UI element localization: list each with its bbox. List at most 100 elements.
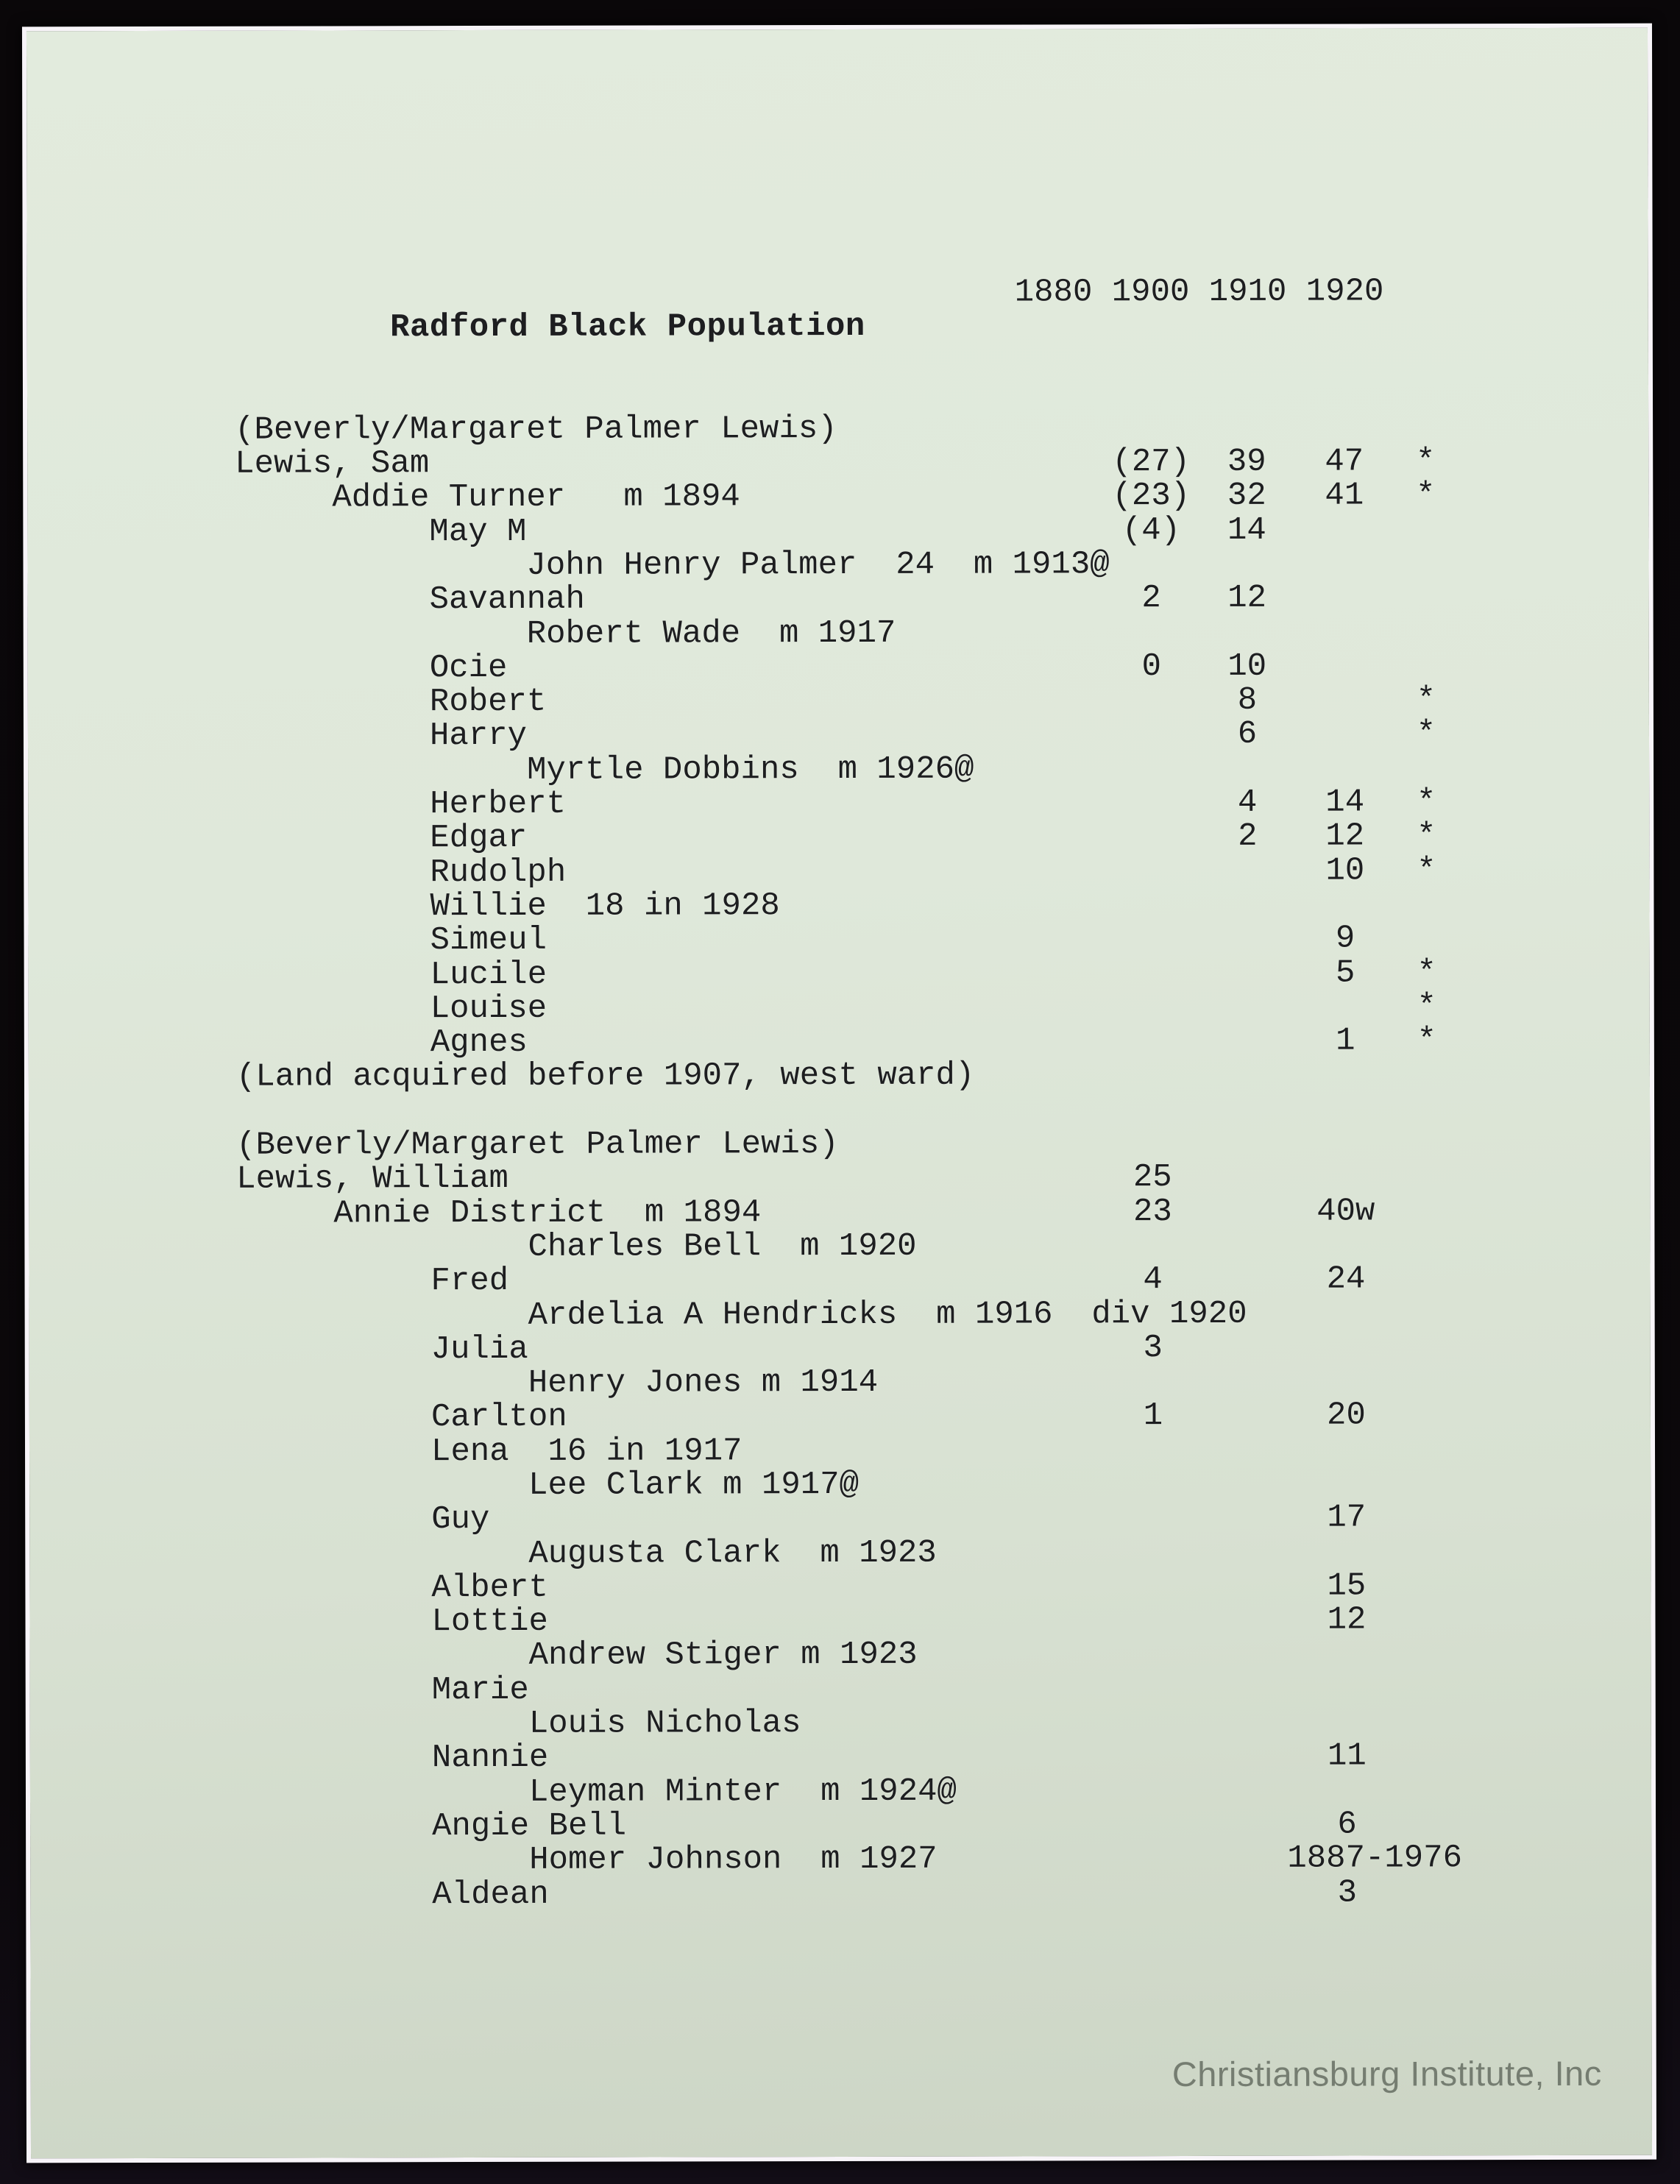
line-text: Homer Johnson m 1927 <box>529 1840 938 1879</box>
census-value: 4 <box>1143 1261 1163 1299</box>
document-line: Lena 16 in 1917 <box>237 1432 1635 1470</box>
line-text: (Land acquired before 1907, west ward) <box>235 1057 975 1096</box>
census-value: * <box>1417 818 1436 855</box>
document-line: Edgar 2 12 * <box>235 818 1634 857</box>
line-text: Lewis, William <box>236 1160 508 1199</box>
census-value: 2 <box>1141 580 1161 617</box>
line-text: Lena 16 in 1917 <box>430 1432 742 1470</box>
line-text: Myrtle Dobbins m 1926@ <box>527 751 974 789</box>
census-value: * <box>1416 784 1436 821</box>
document-line: Marie <box>238 1671 1636 1709</box>
census-value: 39 <box>1227 443 1266 481</box>
line-text: Annie District m 1894 <box>333 1194 762 1233</box>
census-value: 4 <box>1237 784 1258 821</box>
document-header-row: Radford Black Population 1880 1900 1910 … <box>235 273 1633 346</box>
page-title: Radford Black Population <box>390 308 865 347</box>
document-line: Annie District m 1894 23 40w <box>236 1193 1634 1233</box>
document-line: Lewis, William 25 <box>236 1159 1634 1199</box>
document-line: Ardelia A Hendricks m 1916 div 1920 <box>237 1295 1635 1333</box>
census-value: 1 <box>1143 1397 1163 1435</box>
line-text: Andrew Stiger m 1923 <box>528 1637 918 1675</box>
document-line: Lucile 5 * <box>236 954 1634 993</box>
census-value: 10 <box>1325 852 1365 890</box>
document-line: Addie Turner m 1894 (23) 32 41 * <box>235 477 1633 517</box>
document-line: Andrew Stiger m 1923 <box>238 1637 1636 1675</box>
document-line: Robert 8 * <box>235 681 1634 720</box>
blank-line <box>235 376 1633 413</box>
document-line: Savannah 2 12 <box>235 580 1634 619</box>
line-text: Carlton <box>430 1399 567 1436</box>
census-value: * <box>1417 988 1437 1026</box>
document-line: Rudolph 10 * <box>235 851 1634 891</box>
census-value: 17 <box>1327 1499 1367 1536</box>
line-text: Aldean <box>432 1876 549 1913</box>
document-line: Homer Johnson m 1927 1887-1976 <box>238 1840 1636 1879</box>
line-text: Lee Clark m 1917@ <box>528 1466 860 1504</box>
line-text: Agnes <box>430 1024 528 1062</box>
census-value: * <box>1417 851 1436 889</box>
census-value: 47 <box>1325 443 1364 481</box>
document-line: Lee Clark m 1917@ <box>237 1466 1635 1504</box>
line-text: Charles Bell m 1920 <box>528 1227 917 1266</box>
document-line: Angie Bell 6 <box>238 1806 1636 1846</box>
census-value: 23 <box>1133 1193 1172 1230</box>
document-line: Julia 3 <box>237 1329 1635 1368</box>
census-value: 14 <box>1325 784 1365 821</box>
line-text: Angie Bell <box>432 1807 627 1846</box>
document-line: (Beverly/Margaret Palmer Lewis) <box>236 1126 1634 1164</box>
census-value: 3 <box>1143 1329 1163 1366</box>
document-line: John Henry Palmer 24 m 1913@ <box>235 546 1633 584</box>
document-lines: (Beverly/Margaret Palmer Lewis) Lewis, Sa… <box>235 376 1636 1913</box>
document-line: Guy 17 <box>237 1499 1635 1539</box>
census-value: 41 <box>1325 477 1364 514</box>
line-text: Louis Nicholas <box>528 1705 801 1742</box>
census-value: * <box>1417 954 1436 991</box>
census-value: (27) <box>1112 444 1191 481</box>
document-line: Charles Bell m 1920 <box>236 1227 1634 1266</box>
document-line: (Land acquired before 1907, west ward) <box>235 1057 1634 1096</box>
census-value: * <box>1416 477 1436 514</box>
census-value: 15 <box>1327 1567 1367 1605</box>
census-value: 8 <box>1237 681 1258 720</box>
line-text: Guy <box>431 1501 490 1539</box>
census-value: 6 <box>1337 1806 1357 1843</box>
census-value: 20 <box>1326 1397 1366 1435</box>
line-text: Julia <box>430 1330 528 1368</box>
blank-line <box>236 1091 1634 1128</box>
census-value: * <box>1416 681 1436 719</box>
paper-page: Radford Black Population 1880 1900 1910 … <box>21 23 1657 2163</box>
line-text: Savannah <box>429 581 585 619</box>
line-text: (Beverly/Margaret Palmer Lewis) <box>236 1126 839 1164</box>
document-line: (Beverly/Margaret Palmer Lewis) <box>235 410 1633 449</box>
line-text: Harry <box>429 717 528 755</box>
document-line: Albert 15 <box>237 1567 1635 1607</box>
line-text: Addie Turner m 1894 <box>332 478 740 517</box>
census-value: 25 <box>1133 1159 1172 1196</box>
line-text: Robert Wade m 1917 <box>526 614 896 653</box>
line-text: Herbert <box>430 785 567 823</box>
census-value: 11 <box>1327 1737 1367 1775</box>
line-text: Augusta Clark m 1923 <box>528 1534 937 1573</box>
document-line: Harry 6 * <box>235 715 1634 755</box>
line-text: Lucile <box>430 956 547 993</box>
census-value: 12 <box>1327 1601 1367 1639</box>
document-line: Herbert 4 14 * <box>235 784 1634 823</box>
census-value: 2 <box>1238 818 1258 856</box>
line-text: Albert <box>431 1569 548 1607</box>
line-text: Simeul <box>430 922 547 960</box>
census-value: * <box>1416 715 1436 753</box>
census-value: 14 <box>1227 511 1266 549</box>
census-value: 0 <box>1141 648 1162 685</box>
census-value: 5 <box>1335 954 1355 992</box>
census-value: 1 <box>1336 1022 1355 1060</box>
line-text: (Beverly/Margaret Palmer Lewis) <box>235 410 837 449</box>
census-value: 40w <box>1316 1193 1375 1230</box>
document-text: Radford Black Population 1880 1900 1910 … <box>234 206 1636 1980</box>
document-line: Louise * <box>236 988 1634 1027</box>
line-text: John Henry Palmer 24 m 1913@ <box>526 546 1110 584</box>
document-line: Lewis, Sam (27) 39 47 * <box>235 443 1633 482</box>
line-text: Louise <box>430 990 547 1027</box>
line-text: Edgar <box>430 820 528 857</box>
document-line: Agnes 1 * <box>236 1022 1634 1062</box>
